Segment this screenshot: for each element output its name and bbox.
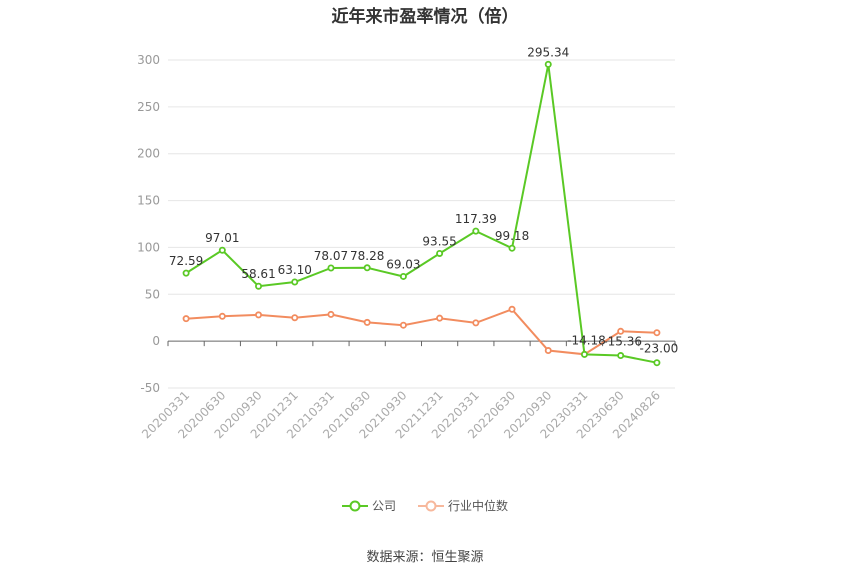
data-point: [291, 278, 299, 286]
data-point: [327, 310, 335, 318]
data-point: [617, 327, 625, 335]
data-point: [508, 305, 516, 313]
series-line: [185, 64, 658, 364]
y-tick-label: 250: [137, 100, 160, 114]
y-tick-label: 300: [137, 53, 160, 67]
data-point: [182, 315, 190, 323]
data-label: 63.10: [278, 263, 312, 277]
data-point: [436, 314, 444, 322]
data-point: [544, 60, 552, 68]
series-layer: [182, 60, 661, 367]
legend: 公司 行业中位数: [0, 497, 850, 514]
data-label: 78.28: [350, 249, 384, 263]
grid-layer: [168, 59, 675, 389]
data-point: [218, 312, 226, 320]
legend-line-icon: [418, 500, 444, 511]
legend-item-company[interactable]: 公司: [341, 497, 396, 514]
y-tick-label: 200: [137, 147, 160, 161]
data-label: 117.39: [455, 212, 497, 226]
data-label: -14.18: [567, 333, 606, 347]
data-label: -23.00: [640, 342, 679, 356]
legend-item-industry-median[interactable]: 行业中位数: [418, 497, 508, 514]
source-note: 数据来源：恒生聚源: [366, 550, 484, 565]
data-point: [255, 282, 263, 290]
data-label: 58.61: [241, 267, 275, 281]
data-point: [399, 272, 407, 280]
data-point: [653, 359, 661, 367]
data-point: [580, 350, 588, 358]
data-label: -15.36: [603, 335, 642, 349]
series-line: [186, 308, 657, 356]
chart-title: 近年来市盈率情况（倍）: [331, 7, 519, 27]
data-point: [472, 227, 480, 235]
y-tick-label: 150: [137, 194, 160, 208]
data-point: [653, 329, 661, 337]
legend-label: 行业中位数: [448, 499, 509, 513]
y-tick-label: 100: [137, 240, 160, 254]
data-point: [544, 347, 552, 355]
y-tick-label: -50: [140, 381, 160, 395]
data-label: 97.01: [205, 231, 239, 245]
data-point: [291, 314, 299, 322]
data-point: [472, 319, 480, 327]
legend-label: 公司: [371, 499, 396, 513]
legend-line-icon: [341, 500, 368, 511]
data-label: 78.07: [314, 249, 348, 263]
data-label: 69.03: [386, 257, 420, 271]
data-point: [508, 244, 516, 252]
data-label: 72.59: [169, 254, 203, 268]
data-point: [399, 321, 407, 329]
data-point: [436, 249, 444, 257]
data-point: [363, 318, 371, 326]
data-point: [327, 264, 335, 272]
y-tick-label: 50: [145, 287, 160, 301]
data-label: 93.55: [422, 234, 456, 248]
data-point: [255, 311, 263, 319]
data-label: 99.18: [495, 229, 529, 243]
data-label: 295.34: [527, 45, 569, 59]
y-tick-label: 0: [152, 334, 160, 348]
data-point: [363, 264, 371, 272]
data-point: [617, 352, 625, 360]
data-point: [218, 246, 226, 254]
data-point: [182, 269, 190, 277]
